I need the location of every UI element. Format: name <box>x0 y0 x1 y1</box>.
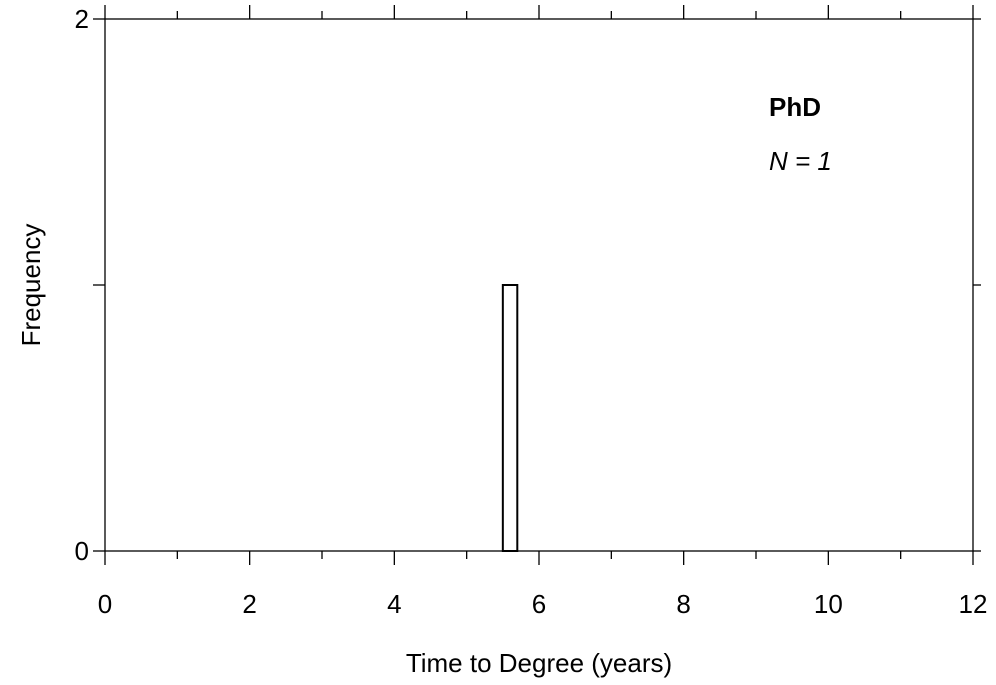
x-tick-label: 12 <box>959 589 988 619</box>
x-tick-label: 6 <box>532 589 546 619</box>
group-label: PhD <box>769 92 821 122</box>
x-tick-label: 8 <box>676 589 690 619</box>
x-axis-title: Time to Degree (years) <box>406 648 672 678</box>
y-axis-ticks: 02 <box>75 4 981 566</box>
x-axis-ticks: 0 2 4 6 8 10 12 <box>98 5 988 619</box>
histogram-bars <box>501 284 519 552</box>
histogram-bar <box>501 284 519 552</box>
x-tick-label: 0 <box>98 589 112 619</box>
y-tick-label: 2 <box>75 4 89 34</box>
plot-border <box>104 18 974 552</box>
y-tick-label: 0 <box>75 536 89 566</box>
x-tick-label: 10 <box>814 589 843 619</box>
sample-size-label: N = 1 <box>769 146 832 176</box>
y-axis-title: Frequency <box>16 224 46 347</box>
x-tick-label: 4 <box>387 589 401 619</box>
x-tick-label: 2 <box>242 589 256 619</box>
plot-frame <box>104 18 974 552</box>
